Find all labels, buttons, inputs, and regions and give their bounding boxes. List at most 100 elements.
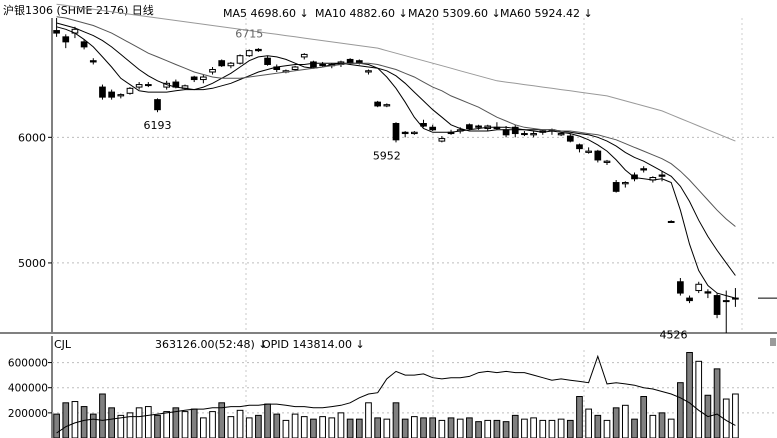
candle-body <box>319 63 326 66</box>
candle-body <box>245 50 253 57</box>
price-annotation: 6715 <box>235 28 263 41</box>
candle-body <box>411 131 418 135</box>
volume-bar <box>300 416 308 438</box>
volume-bar <box>640 396 648 438</box>
volume-bar <box>108 407 115 438</box>
volume-bar <box>677 382 684 438</box>
volume-readout: 363126.00(52:48) ↓ <box>155 338 268 351</box>
volume-bar <box>585 408 592 438</box>
candle-body <box>310 61 317 68</box>
volume-bar <box>181 411 189 438</box>
volume-bar <box>530 417 537 438</box>
candle-body <box>300 53 308 58</box>
volume-bar <box>649 414 657 438</box>
candle-body <box>603 160 611 163</box>
candle-body <box>401 131 409 135</box>
volume-bar <box>603 419 611 438</box>
candle-body <box>117 94 125 97</box>
volume-bar <box>163 411 171 438</box>
volume-bar <box>732 393 739 438</box>
candle-body <box>255 48 262 52</box>
volume-bar <box>383 418 391 438</box>
candle-body <box>530 133 537 136</box>
candle-body <box>108 91 115 98</box>
volume-bar <box>511 414 519 438</box>
volume-bar <box>346 418 354 438</box>
volume-bar <box>576 396 583 438</box>
volume-bar <box>420 417 427 438</box>
volume-bar <box>282 419 290 438</box>
volume-bar <box>245 417 253 438</box>
candle-body <box>704 291 712 294</box>
volume-bar <box>126 412 134 438</box>
price-annotation: 6193 <box>143 119 171 132</box>
ma10-line <box>56 22 736 276</box>
candle-body <box>677 281 684 294</box>
volume-bar <box>337 412 345 438</box>
volume-bar <box>713 368 721 438</box>
candle-body <box>62 36 70 43</box>
volume-bar <box>172 407 180 438</box>
ma20-line <box>56 16 736 227</box>
volume-bar <box>447 417 455 438</box>
candle-body <box>502 129 510 136</box>
volume-tick-label: 200000 <box>8 408 48 420</box>
volume-bar <box>154 414 161 438</box>
candle-body <box>621 182 629 185</box>
volume-bar <box>190 408 198 438</box>
candle-body <box>566 135 574 142</box>
candle-body <box>144 84 152 87</box>
volume-bar <box>264 403 271 438</box>
candlestick-series <box>53 18 739 334</box>
volume-bar <box>493 419 501 438</box>
candle-body <box>557 133 565 136</box>
candle-body <box>374 101 381 107</box>
candle-body <box>383 104 391 107</box>
volume-bar <box>594 414 602 438</box>
ma20-legend: MA20 5309.60 ↓ <box>408 7 501 20</box>
volume-bar <box>62 402 70 438</box>
candle-body <box>99 86 106 98</box>
volume-bar <box>273 413 281 438</box>
volume-tick-label: 600000 <box>8 358 48 370</box>
candle-body <box>209 68 216 73</box>
candle-body <box>236 55 244 64</box>
price-tick-label: 6000 <box>18 131 46 144</box>
volume-bar <box>374 417 381 438</box>
candle-body <box>53 30 60 34</box>
volume-bar <box>99 393 106 438</box>
candle-body <box>264 57 271 65</box>
volume-bar <box>236 409 244 438</box>
candle-body <box>126 87 134 94</box>
candle-body <box>429 126 437 131</box>
volume-bar <box>392 402 400 438</box>
volume-bar <box>456 418 464 438</box>
ma60-line <box>56 3 736 142</box>
candle-body <box>722 300 730 303</box>
volume-bar <box>53 413 60 438</box>
open-interest-line <box>56 354 736 434</box>
volume-bar <box>438 419 446 438</box>
volume-bar <box>80 406 88 438</box>
volume-bar <box>255 414 262 438</box>
volume-bar <box>200 417 207 438</box>
candle-body <box>466 124 473 130</box>
volume-bar <box>521 418 528 438</box>
candle-body <box>291 66 299 70</box>
volume-bar <box>502 421 510 438</box>
candle-body <box>612 182 620 192</box>
candle-body <box>154 99 161 111</box>
candle-body <box>200 76 207 81</box>
candle-body <box>218 60 226 67</box>
volume-bar <box>411 416 418 438</box>
candle-body <box>585 150 592 153</box>
volume-bar <box>310 418 317 438</box>
candle-body <box>475 125 482 128</box>
candle-body <box>392 123 400 141</box>
candle-body <box>365 70 372 73</box>
ma60-legend: MA60 5924.42 ↓ <box>500 7 593 20</box>
candle-body <box>640 168 648 171</box>
candle-body <box>658 174 666 177</box>
